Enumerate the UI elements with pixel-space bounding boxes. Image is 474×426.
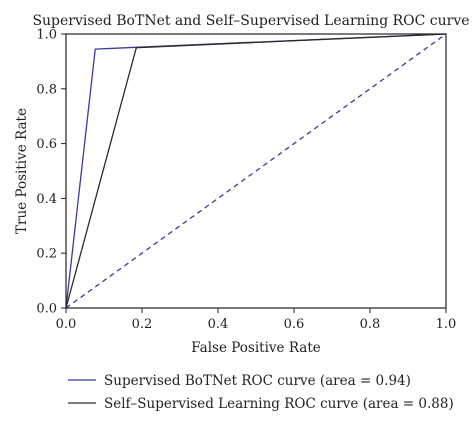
legend: Supervised BoTNet ROC curve (area = 0.94… — [68, 373, 454, 412]
y-axis-label: True Positive Rate — [14, 108, 30, 234]
series-line-self-supervised — [65, 33, 447, 309]
chart-title: Supervised BoTNet and Self–Supervised Le… — [32, 13, 469, 29]
y-tick-label: 0.2 — [36, 247, 57, 262]
x-axis-label: False Positive Rate — [191, 340, 321, 356]
x-tick-label: 0.2 — [132, 317, 153, 332]
y-tick-label: 0.8 — [36, 82, 57, 97]
x-tick-label: 0.0 — [56, 317, 77, 332]
legend-label-supervised: Supervised BoTNet ROC curve (area = 0.94… — [104, 373, 411, 389]
x-tick-label: 0.6 — [284, 317, 305, 332]
x-axis: 0.0 0.2 0.4 0.6 0.8 1.0 — [56, 308, 457, 332]
y-tick-label: 0.0 — [36, 302, 57, 317]
chance-diagonal-line — [65, 33, 447, 309]
y-axis: 0.0 0.2 0.4 0.6 0.8 1.0 — [36, 28, 66, 317]
x-tick-label: 0.4 — [208, 317, 229, 332]
plot-frame — [65, 33, 447, 309]
x-tick-label: 1.0 — [436, 317, 457, 332]
legend-label-self-supervised: Self–Supervised Learning ROC curve (area… — [104, 396, 454, 412]
y-tick-label: 1.0 — [36, 28, 57, 43]
y-tick-label: 0.6 — [36, 137, 57, 152]
x-tick-label: 0.8 — [360, 317, 381, 332]
plot-area — [65, 33, 447, 309]
y-tick-label: 0.4 — [36, 192, 57, 207]
